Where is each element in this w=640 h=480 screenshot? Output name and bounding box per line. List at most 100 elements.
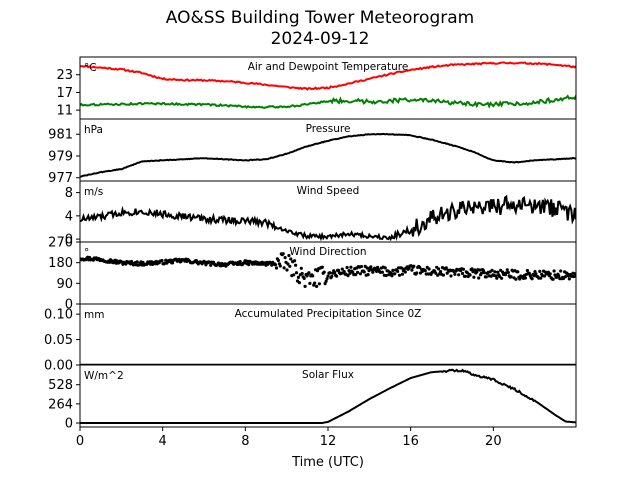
wind-direction-point [369,265,373,269]
wind-direction-point [444,266,448,270]
wind-direction-point [322,270,326,274]
wind-direction-point [296,275,300,279]
wind-direction-point [525,268,530,273]
wind-direction-point [389,271,393,275]
wind-direction-point [281,252,285,256]
y-tick-label: 0.00 [44,359,73,374]
wind-direction-point [358,272,362,276]
y-tick-label: 0 [65,298,73,313]
wind-direction-point [354,273,358,277]
wind-direction-point [124,262,128,266]
wind-direction-point [514,277,518,281]
panel-1-traces [80,61,576,109]
wind-direction-point [493,270,497,274]
chart-title: AO&SS Building Tower Meteorogram [165,8,475,28]
wind-direction-point [288,264,292,268]
wind-direction-point [418,265,422,269]
wind-direction-point [427,267,431,271]
wind-direction-point [538,269,542,273]
wind-direction-point [276,258,280,263]
panel-4-traces [80,252,576,288]
x-tick-label: 12 [320,434,337,449]
wind-direction-point [530,277,534,281]
wind-direction-point [477,276,481,280]
wind-direction-point [365,266,369,270]
wind-direction-point [434,271,438,275]
wind-direction-point [292,273,296,277]
wind-direction-point [496,270,500,274]
y-tick-label: 0 [65,417,73,432]
wind-direction-point [563,275,568,279]
wind-direction-point [509,275,513,279]
wind-direction-point [445,271,449,275]
wind-direction-point [410,268,414,272]
wind-direction-point [347,269,351,273]
panel-unit-label: °C [84,62,97,74]
wind-direction-point [439,270,443,274]
wind-direction-point [490,268,494,272]
y-tick-label: 270 [48,236,73,251]
wind-direction-point [400,272,404,276]
panel-2-traces [80,132,576,178]
chart-subtitle: 2024-09-12 [270,29,370,49]
wind-direction-point [441,273,445,277]
wind-direction-point [286,262,290,266]
wind-direction-point [383,266,387,270]
wind-direction-point [356,270,360,274]
wind-direction-point [297,281,301,285]
y-tick-label: 8 [65,186,73,201]
wind-direction-point [346,274,350,278]
wind-direction-point [359,264,363,269]
wind-direction-point [557,274,561,278]
wind-direction-point [302,276,306,280]
wind-direction-point [204,263,208,267]
wind-direction-point [300,271,304,276]
wind-direction-point [572,274,576,279]
y-tick-label: 264 [48,397,73,412]
wind-direction-point [552,269,556,273]
wind-direction-point [470,267,474,271]
wind-direction-point [294,263,298,267]
wind-direction-point [453,272,457,276]
wind-direction-point [542,274,547,278]
panel-3: 0 4 8 m/s Wind Speed [65,180,577,248]
series-line [80,368,576,424]
panel-title: Wind Speed [297,185,360,197]
wind-direction-point [567,277,571,281]
wind-direction-point [473,268,477,272]
wind-direction-point [527,271,531,275]
wind-direction-point [449,274,453,278]
y-tick-label: 4 [65,209,73,224]
x-axis-label: Time (UTC) [291,455,364,470]
wind-direction-point [412,264,416,268]
wind-direction-point [217,261,221,265]
wind-direction-point [482,271,486,275]
wind-direction-point [285,268,289,272]
panel-title: Air and Dewpoint Temperature [248,61,409,73]
wind-direction-point [559,269,563,273]
wind-direction-point [324,279,328,283]
wind-direction-point [349,265,353,269]
wind-direction-point [461,267,465,271]
y-tick-label: 528 [48,378,73,393]
panel-2: 977 979 981 hPa Pressure [48,118,577,186]
x-tick-label: 16 [402,434,419,449]
y-tick-label: 17 [56,86,73,101]
wind-direction-point [315,284,319,288]
wind-direction-point [423,269,427,273]
panel-1: 11 17 23 °C Air and Dewpoint Temperature [56,56,577,120]
panel-unit-label: mm [84,309,104,321]
wind-direction-point [320,265,324,269]
wind-direction-point [548,272,552,276]
wind-direction-point [468,273,472,277]
panel-6: 0 264 528 W/m^2 Solar Flux [48,364,577,432]
y-tick-label: 180 [48,256,73,271]
wind-direction-point [313,281,317,285]
wind-direction-point [437,267,441,271]
y-tick-label: 11 [56,104,73,119]
wind-direction-point [460,271,465,276]
wind-direction-point [326,274,330,278]
wind-direction-point [317,282,321,286]
